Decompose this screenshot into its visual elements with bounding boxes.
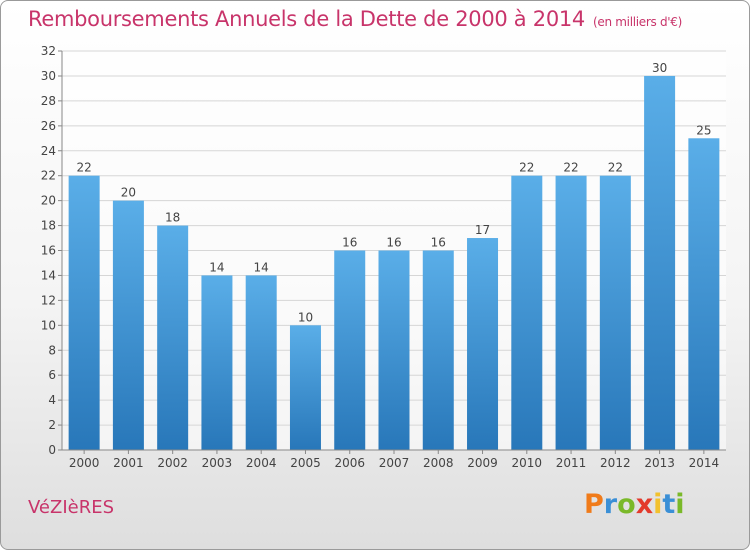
bar-2004 xyxy=(245,275,277,450)
logo-letter: P xyxy=(584,489,604,520)
xtick-label-2012: 2012 xyxy=(600,456,631,470)
chart-title-text: Remboursements Annuels de la Dette de 20… xyxy=(28,7,585,31)
xtick-label-2005: 2005 xyxy=(290,456,321,470)
value-label-2006: 16 xyxy=(342,236,357,250)
value-label-2009: 17 xyxy=(475,223,490,237)
bar-2014 xyxy=(688,138,720,450)
xtick-label-2002: 2002 xyxy=(157,456,188,470)
value-label-2013: 30 xyxy=(652,61,667,75)
value-label-2014: 25 xyxy=(696,123,711,137)
value-label-2012: 22 xyxy=(608,161,623,175)
ytick-label-30: 30 xyxy=(41,69,56,83)
logo-letter: x xyxy=(635,489,654,520)
logo-letter: i xyxy=(653,489,663,520)
logo-letter: t xyxy=(662,489,676,520)
logo-letter: o xyxy=(617,489,636,520)
bar-2008 xyxy=(422,250,454,450)
bar-2003 xyxy=(201,275,233,450)
ytick-label-10: 10 xyxy=(41,318,56,332)
value-label-2007: 16 xyxy=(386,236,401,250)
bar-layer: 22 20 18 14 14 10 16 16 16 17 22 22 22 30 25 xyxy=(68,61,720,450)
xtick-label-2006: 2006 xyxy=(334,456,365,470)
value-label-2003: 14 xyxy=(209,260,224,274)
xtick-label-2009: 2009 xyxy=(467,456,498,470)
ytick-label-28: 28 xyxy=(41,94,56,108)
bar-2012 xyxy=(599,175,631,450)
ytick-label-2: 2 xyxy=(48,418,56,432)
xtick-label-2004: 2004 xyxy=(246,456,277,470)
xtick-label-2008: 2008 xyxy=(423,456,454,470)
xtick-label-2001: 2001 xyxy=(113,456,144,470)
xtick-label-2011: 2011 xyxy=(556,456,587,470)
ytick-label-16: 16 xyxy=(41,244,56,258)
ytick-label-6: 6 xyxy=(48,368,56,382)
ytick-label-0: 0 xyxy=(48,443,56,457)
bar-2002 xyxy=(157,225,189,450)
ytick-label-32: 32 xyxy=(41,44,56,58)
bar-2011 xyxy=(555,175,587,450)
xtick-label-2014: 2014 xyxy=(689,456,720,470)
bar-2000 xyxy=(68,175,100,450)
ytick-label-18: 18 xyxy=(41,219,56,233)
value-label-2011: 22 xyxy=(563,161,578,175)
ytick-label-20: 20 xyxy=(41,194,56,208)
place-name: VéZIèRES xyxy=(28,497,115,518)
ytick-label-8: 8 xyxy=(48,343,56,357)
chart-subtitle: (en milliers d'€) xyxy=(593,15,683,29)
value-label-2010: 22 xyxy=(519,161,534,175)
bar-2010 xyxy=(511,175,543,450)
xtick-label-2013: 2013 xyxy=(644,456,675,470)
xtick-label-2003: 2003 xyxy=(202,456,233,470)
ytick-label-14: 14 xyxy=(41,268,56,282)
bar-2009 xyxy=(467,238,499,450)
value-label-2004: 14 xyxy=(254,260,269,274)
ytick-label-22: 22 xyxy=(41,169,56,183)
xtick-label-2000: 2000 xyxy=(69,456,100,470)
xtick-label-2007: 2007 xyxy=(379,456,410,470)
ytick-label-12: 12 xyxy=(41,293,56,307)
logo-letter: r xyxy=(603,489,618,520)
xtick-label-2010: 2010 xyxy=(512,456,543,470)
ytick-label-4: 4 xyxy=(48,393,56,407)
value-label-2000: 22 xyxy=(76,161,91,175)
bar-2001 xyxy=(112,200,144,450)
bar-2013 xyxy=(644,75,676,450)
ytick-label-26: 26 xyxy=(41,119,56,133)
logo-letter: i xyxy=(675,489,685,520)
value-label-2001: 20 xyxy=(121,186,136,200)
value-label-2002: 18 xyxy=(165,211,180,225)
chart-title: Remboursements Annuels de la Dette de 20… xyxy=(28,7,682,31)
ytick-label-24: 24 xyxy=(41,144,56,158)
bar-2007 xyxy=(378,250,410,450)
bar-2006 xyxy=(334,250,366,450)
value-label-2008: 16 xyxy=(431,236,446,250)
value-label-2005: 10 xyxy=(298,310,313,324)
bar-2005 xyxy=(289,325,321,450)
proxiti-logo[interactable]: Proxiti xyxy=(584,489,685,520)
